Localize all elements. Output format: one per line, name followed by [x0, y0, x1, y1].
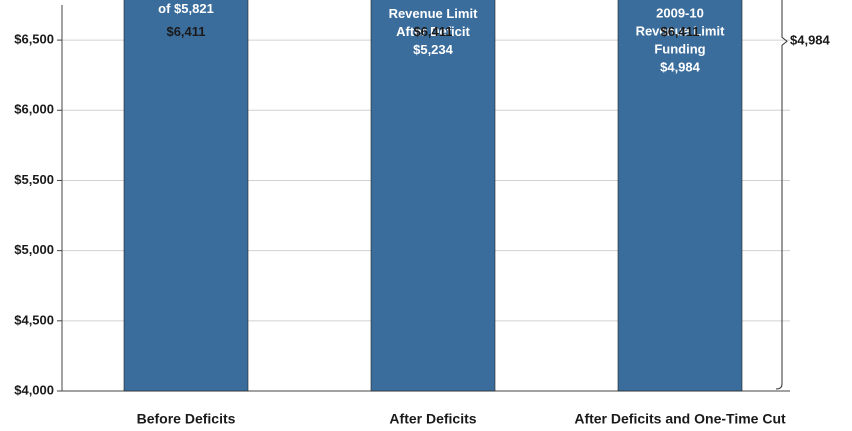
total-label: $6,411 — [166, 24, 205, 39]
y-tick-label: $6,500 — [14, 32, 54, 47]
x-tick-label: Before Deficits — [137, 411, 236, 427]
y-tick-label: $5,000 — [14, 242, 54, 257]
bar-segment — [617, 0, 743, 392]
segment-label: Funding — [654, 42, 705, 57]
y-tick-label: $6,000 — [14, 102, 54, 117]
segment-label: $4,984 — [660, 60, 701, 75]
y-tick-label: $4,000 — [14, 382, 54, 397]
segment-label: 2009-10 — [656, 6, 704, 21]
segment-label: $5,234 — [413, 42, 454, 57]
segment-label: of $5,821 — [158, 1, 214, 16]
y-tick-label: $4,500 — [14, 312, 54, 327]
x-tick-label: After Deficits — [389, 411, 476, 427]
bar-segment — [370, 0, 496, 392]
total-label: $6,411 — [660, 24, 699, 39]
brace — [775, 0, 788, 390]
segment-label: After Deficit — [396, 24, 470, 39]
segment-label: Revenue Limit — [636, 24, 726, 39]
y-tick-label: $5,500 — [14, 172, 54, 187]
x-tick-label: After Deficits and One-Time Cut — [574, 411, 786, 427]
bar-segment — [123, 0, 249, 392]
segment-label: 2009-10 — [409, 0, 457, 3]
brace-label: $4,984 — [790, 33, 831, 48]
segment-label: Revenue Limit — [389, 6, 479, 21]
total-label: $6,411 — [413, 24, 452, 39]
